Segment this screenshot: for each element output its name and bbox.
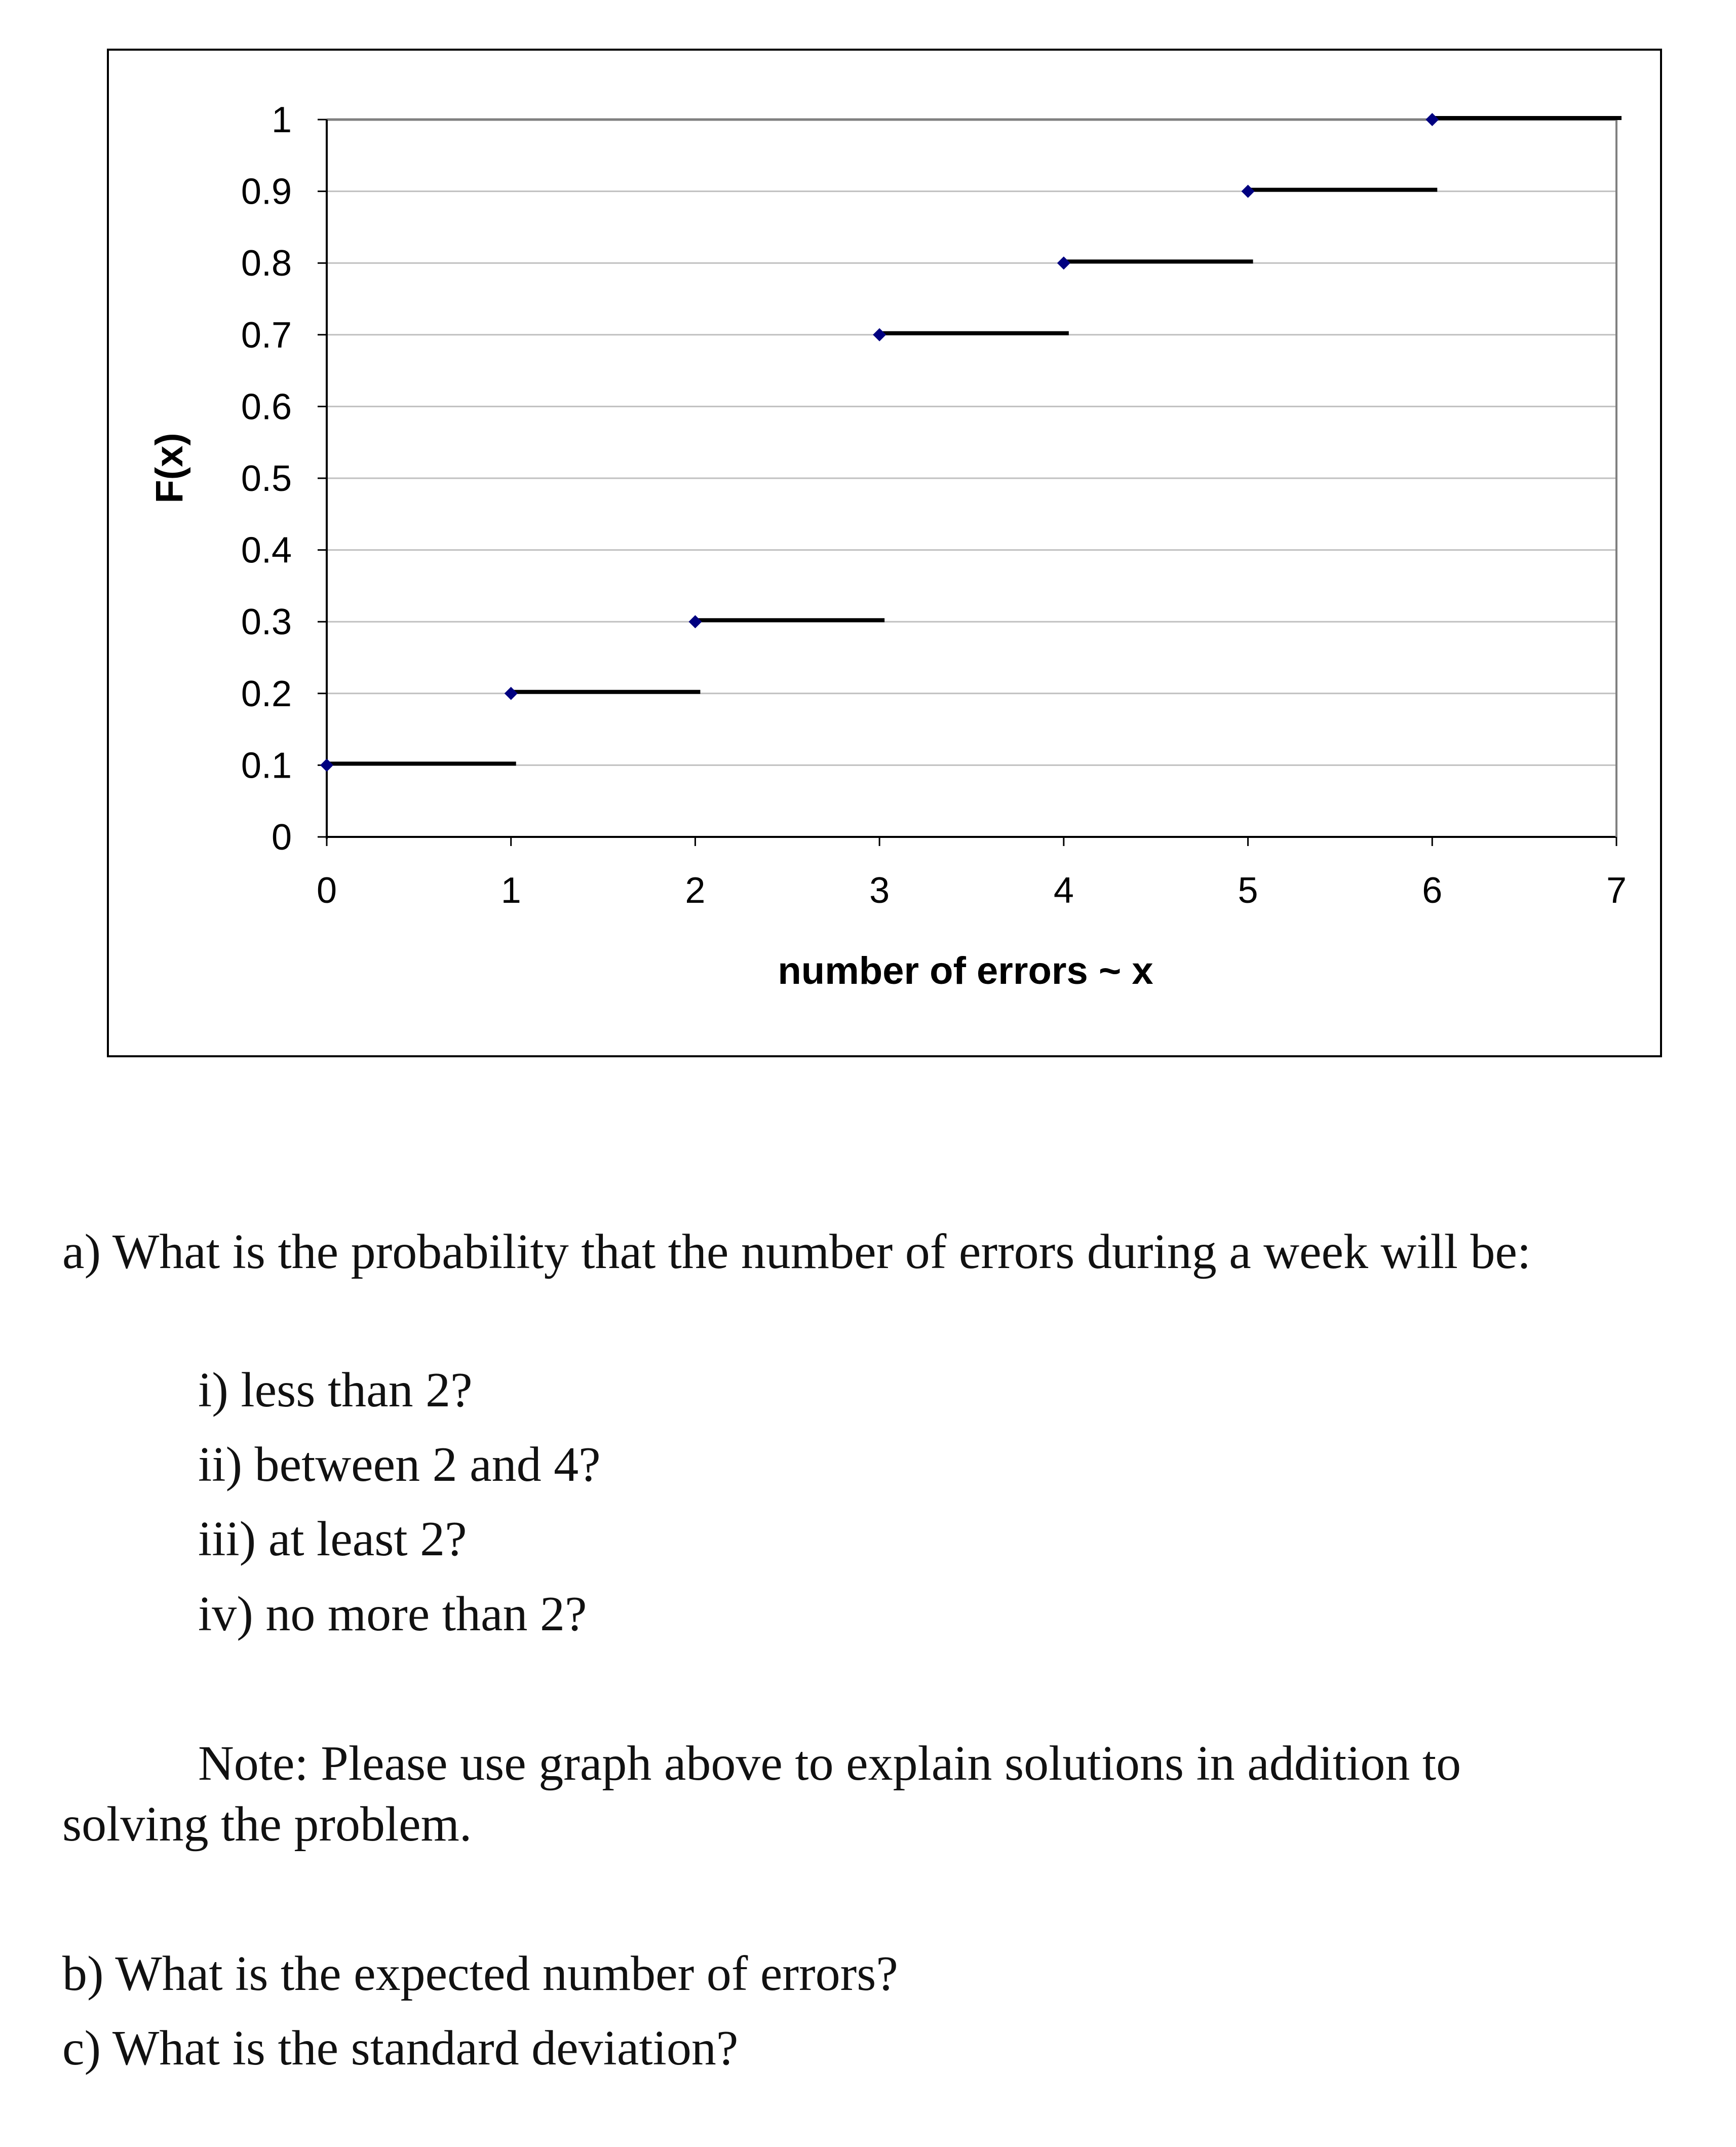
- x-axis-label: number of errors ~ x: [778, 949, 1153, 992]
- question-a-part-1: i) less than 2?: [198, 1363, 473, 1417]
- y-tick-label: 0.8: [241, 243, 292, 284]
- x-tick-label: 2: [685, 870, 705, 911]
- note-line-1: Note: Please use graph above to explain …: [198, 1736, 1461, 1791]
- x-tick-label: 3: [869, 870, 890, 911]
- question-b: b) What is the expected number of errors…: [62, 1946, 898, 2001]
- y-tick-label: 0.9: [241, 172, 292, 212]
- data-point-marker: [1425, 113, 1439, 126]
- x-tick-label: 0: [317, 870, 337, 911]
- y-tick-label: 0.4: [241, 530, 292, 571]
- y-tick-label: 0.3: [241, 602, 292, 642]
- y-tick-label: 0.7: [241, 315, 292, 356]
- question-a: a) What is the probability that the numb…: [62, 1224, 1531, 1279]
- y-tick-label: 1: [272, 100, 292, 140]
- x-tick-label: 4: [1054, 870, 1074, 911]
- x-tick-label: 5: [1238, 870, 1258, 911]
- cdf-step-chart: 0 0.1 0.2 0.3 0.4 0.5 0.6 0.7 0.8 0.9 1 0 1 2 3 4 5 6 7 num…: [148, 100, 1627, 992]
- data-point-marker: [1057, 256, 1070, 270]
- data-point-marker: [504, 686, 518, 700]
- x-tick-label: 6: [1422, 870, 1442, 911]
- y-tick-label: 0.1: [241, 745, 292, 786]
- y-tick-label: 0.5: [241, 458, 292, 499]
- note-line-2: solving the problem.: [62, 1797, 472, 1852]
- data-point-marker: [688, 615, 702, 629]
- y-axis-label: F(x): [148, 433, 191, 503]
- question-a-part-3: iii) at least 2?: [198, 1512, 467, 1566]
- data-point-marker: [873, 328, 886, 341]
- y-tick-label: 0: [272, 817, 292, 858]
- x-tick-label: 1: [501, 870, 521, 911]
- question-c: c) What is the standard deviation?: [62, 2021, 739, 2076]
- question-a-part-2: ii) between 2 and 4?: [198, 1437, 601, 1492]
- y-tick-label: 0.2: [241, 674, 292, 714]
- y-tick-label: 0.6: [241, 387, 292, 427]
- chart-frame: [107, 49, 1662, 1057]
- question-a-part-4: iv) no more than 2?: [198, 1587, 587, 1641]
- data-point-marker: [1241, 184, 1255, 198]
- x-tick-label: 7: [1606, 870, 1627, 911]
- data-point-marker: [320, 758, 333, 772]
